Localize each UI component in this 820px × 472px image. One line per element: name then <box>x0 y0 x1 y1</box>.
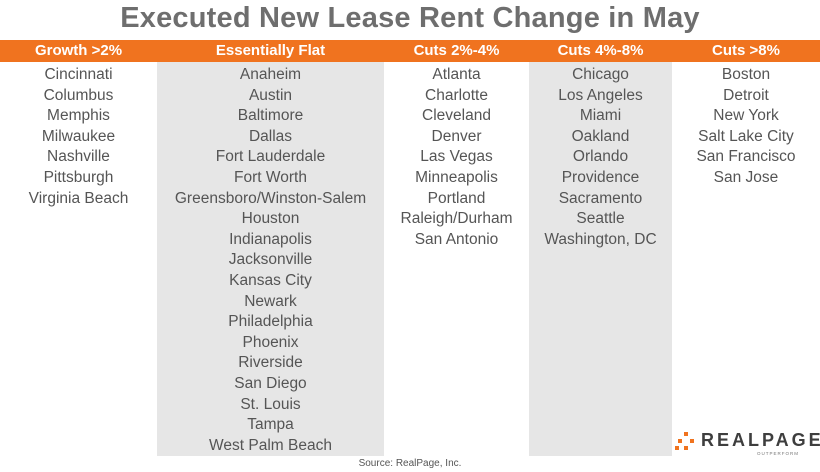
city-item: Austin <box>248 86 293 104</box>
city-item: New York <box>713 107 779 125</box>
column-cuts-4-8: Cuts 4%-8% Chicago Los Angeles Miami Oaklan… <box>529 40 672 472</box>
city-item: Atlanta <box>432 66 481 83</box>
city-item: Anaheim <box>239 66 302 83</box>
city-item: Orlando <box>572 148 629 166</box>
city-item: West Palm Beach <box>209 436 332 454</box>
city-item: Fort Worth <box>234 168 307 186</box>
city-item: Seattle <box>576 210 625 228</box>
city-item: San Jose <box>713 168 779 186</box>
city-item: Minneapolis <box>415 168 498 186</box>
city-item: Kansas City <box>229 271 312 289</box>
city-item: Detroit <box>723 86 769 104</box>
city-item: Portland <box>427 189 486 207</box>
city-item: Providence <box>561 168 640 186</box>
city-item: Jacksonville <box>228 251 313 269</box>
city-item: Columbus <box>43 86 114 104</box>
city-item: Nashville <box>47 148 110 166</box>
column-header: Cuts >8% <box>712 42 780 59</box>
city-item: Pittsburgh <box>43 168 114 186</box>
city-item: Houston <box>241 210 300 228</box>
column-cuts-2-4: Cuts 2%-4% Atlanta Charlotte Cleveland Denv… <box>384 40 529 472</box>
city-item: San Antonio <box>414 230 499 248</box>
city-item: Milwaukee <box>41 127 116 145</box>
city-item: Tampa <box>247 416 294 434</box>
column-list: Atlanta Charlotte Cleveland Denver Las Vegas… <box>384 62 529 456</box>
column-list: Anaheim Austin Baltimore Dallas Fort Lauderd… <box>157 62 384 456</box>
city-item: Phoenix <box>242 333 299 351</box>
city-item: Los Angeles <box>558 86 643 104</box>
city-item: Charlotte <box>425 86 488 104</box>
city-item: Dallas <box>248 127 293 145</box>
city-item: Washington, DC <box>544 230 657 248</box>
logo-tagline: OUTPERFORM <box>757 451 799 456</box>
source-note: Source: RealPage, Inc. <box>358 458 462 469</box>
city-item: Chicago <box>572 66 629 83</box>
column-growth: Growth >2% Cincinnati Columbus Memphis Milw… <box>0 40 157 472</box>
column-header: Essentially Flat <box>215 42 326 59</box>
column-list: Chicago Los Angeles Miami Oakland Orlando Pro… <box>529 62 672 456</box>
column-list: Boston Detroit New York Salt Lake City San F… <box>672 62 820 456</box>
column-list: Cincinnati Columbus Memphis Milwaukee Nashvi… <box>0 62 157 456</box>
city-item: Virginia Beach <box>28 189 129 207</box>
header-bar <box>0 40 820 62</box>
column-flat: Essentially Flat Anaheim Austin Baltimore D… <box>157 40 384 472</box>
city-item: Memphis <box>47 107 110 125</box>
city-item: Fort Lauderdale <box>215 148 326 166</box>
city-item: Cincinnati <box>44 66 113 83</box>
page-title: Executed New Lease Rent Change in May <box>120 2 700 34</box>
city-item: Raleigh/Durham <box>400 210 513 228</box>
realpage-dots-icon <box>675 432 694 450</box>
city-item: St. Louis <box>240 395 301 413</box>
city-item: Indianapolis <box>229 230 312 248</box>
city-item: Denver <box>431 127 482 145</box>
city-item: Miami <box>579 107 622 125</box>
city-item: Philadelphia <box>228 313 313 331</box>
city-item: Oakland <box>571 127 630 145</box>
city-item: Las Vegas <box>420 148 493 166</box>
column-cuts-over-8: Cuts >8% Boston Detroit New York Salt Lake … <box>672 40 820 472</box>
logo-wordmark: REALPAGE <box>701 430 820 450</box>
city-item: Riverside <box>238 354 303 372</box>
city-item: Greensboro/Winston-Salem <box>174 189 367 207</box>
city-item: San Diego <box>234 374 307 392</box>
column-header: Cuts 2%-4% <box>413 42 500 59</box>
column-header: Cuts 4%-8% <box>557 42 644 59</box>
city-item: Salt Lake City <box>698 127 794 145</box>
city-item: Baltimore <box>237 107 304 125</box>
realpage-logo: REALPAGE OUTPERFORM <box>675 429 820 456</box>
column-header: Growth >2% <box>34 42 123 59</box>
city-item: Cleveland <box>422 107 491 125</box>
city-item: San Francisco <box>696 148 796 166</box>
city-item: Sacramento <box>558 189 643 207</box>
city-item: Newark <box>244 292 297 310</box>
city-item: Boston <box>721 66 771 83</box>
